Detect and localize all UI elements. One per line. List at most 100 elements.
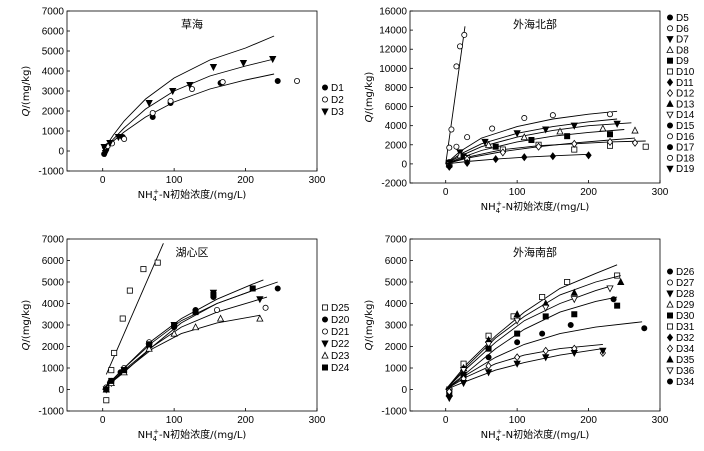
data-point-d24 <box>103 386 110 393</box>
data-point-d26 <box>485 354 492 361</box>
data-point-d24 <box>108 377 115 384</box>
data-point-d13 <box>484 140 493 148</box>
y-tick-label: 0 <box>58 147 64 158</box>
plot-frame <box>409 10 661 184</box>
fit-curve-d2 <box>102 58 275 152</box>
data-point-d2 <box>293 78 300 85</box>
data-point-d28 <box>513 360 521 368</box>
y-tick-label: 7000 <box>42 235 65 246</box>
y-tick-label: 3000 <box>42 87 65 98</box>
series-d31 <box>445 264 621 393</box>
y-tick-label: 5000 <box>385 278 408 289</box>
data-point-d12 <box>606 137 614 146</box>
x-tick-label: 300 <box>309 415 326 426</box>
legend-label: D19 <box>676 164 695 175</box>
fit-curve-d3 <box>102 35 275 152</box>
data-point-d11 <box>521 153 528 162</box>
data-point-d23 <box>216 314 225 322</box>
series-d25 <box>103 243 164 404</box>
data-point-d18 <box>461 31 468 38</box>
legend-marker <box>666 290 674 298</box>
data-point-d13 <box>556 127 564 135</box>
data-point-d23 <box>145 344 153 352</box>
legend-label: D32 <box>676 333 695 344</box>
data-point-d6 <box>489 125 496 132</box>
fit-curve-d20 <box>102 281 278 390</box>
data-point-d6 <box>549 112 556 119</box>
legend-marker <box>667 268 674 275</box>
legend-marker <box>666 89 674 98</box>
legend-label: D3 <box>331 107 344 118</box>
legend-label: D20 <box>331 315 350 326</box>
data-point-d34 <box>446 387 453 396</box>
data-point-d23 <box>191 323 200 331</box>
legend-label: D26 <box>676 267 695 278</box>
series-d2 <box>101 58 300 152</box>
data-point-d3 <box>186 82 194 90</box>
legend-label: D1 <box>331 83 344 94</box>
legend-label: D22 <box>331 339 350 350</box>
data-point-d3 <box>169 88 177 96</box>
fit-curve-d21 <box>102 296 268 390</box>
fit-curve-d30 <box>445 296 618 390</box>
legend-marker <box>666 367 674 375</box>
y-axis-label: Q/(mg/kg) <box>364 72 375 123</box>
y-tick-label: 2000 <box>385 342 408 353</box>
data-point-d12 <box>535 142 542 151</box>
data-point-d2 <box>219 79 226 86</box>
legend-label: D29 <box>676 300 695 311</box>
legend-marker <box>666 78 674 87</box>
legend-label: D21 <box>331 327 350 338</box>
data-point-d26 <box>610 296 617 303</box>
data-point-d28 <box>459 380 468 388</box>
data-point-d6 <box>521 115 528 122</box>
y-tick-label: 6000 <box>385 102 408 113</box>
legend-label: D15 <box>676 121 695 132</box>
data-point-d7 <box>542 126 550 134</box>
data-point-d18 <box>453 63 460 70</box>
legend-label: D34 <box>676 377 695 388</box>
y-tick-label: 2000 <box>42 107 65 118</box>
data-point-d6 <box>607 111 614 118</box>
x-tick-label: 300 <box>652 187 669 198</box>
y-tick-label: 4000 <box>42 67 65 78</box>
y-tick-label: 4000 <box>385 299 408 310</box>
legend-label: D36 <box>676 366 695 377</box>
x-tick-label: 200 <box>237 415 254 426</box>
x-tick-label: 0 <box>443 415 449 426</box>
legend-label: D25 <box>331 303 350 314</box>
data-point-d36 <box>459 367 468 375</box>
y-tick-label: 1000 <box>42 364 65 375</box>
fit-curve-d31 <box>445 264 618 390</box>
legend-marker <box>667 279 674 286</box>
series-d3 <box>100 35 277 158</box>
x-tick-label: 200 <box>580 415 597 426</box>
data-point-d25 <box>111 349 118 356</box>
y-tick-label: 4000 <box>42 299 65 310</box>
legend-marker <box>321 351 329 359</box>
data-point-d7 <box>570 122 578 130</box>
fit-curve-d35 <box>445 275 621 390</box>
legend-marker <box>667 154 674 161</box>
x-tick-label: 0 <box>100 415 106 426</box>
x-tick-label: 0 <box>100 175 106 186</box>
data-point-d24 <box>146 341 153 348</box>
y-tick-label: 1000 <box>42 127 65 138</box>
chart-panel-2: -200002000400060008000100001200014000160… <box>364 7 695 216</box>
y-tick-label: 16000 <box>379 7 407 18</box>
series-d28 <box>445 347 607 403</box>
data-point-d35 <box>617 277 625 286</box>
chart-panel-1: -1000 0 1000 2000 3000 4000 5000 6000 7000 0 100 20… <box>21 7 344 204</box>
legend-marker <box>321 84 328 91</box>
data-point-d36 <box>570 296 578 304</box>
data-point-d30 <box>614 302 621 309</box>
legend-label: D13 <box>676 99 695 110</box>
y-tick-label: 2000 <box>42 342 65 353</box>
legend-label: D34 <box>676 344 695 355</box>
y-tick-label: 3000 <box>385 321 408 332</box>
y-tick-label: 6000 <box>42 27 65 38</box>
data-point-d13 <box>631 126 639 134</box>
legend-label: D31 <box>676 322 695 333</box>
legend-label: D30 <box>676 311 695 322</box>
